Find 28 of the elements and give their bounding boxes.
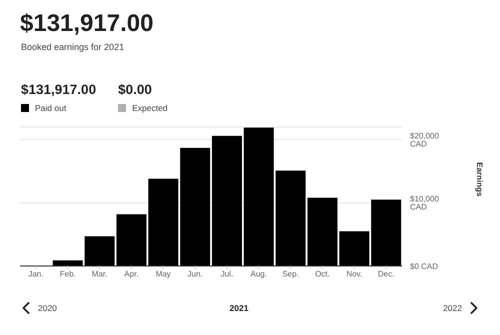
x-tick-label: Dec. [378,270,394,279]
y-axis-title: Earnings [475,162,484,198]
x-axis-title: 2021 [230,303,248,313]
legend-label: Expected [132,103,168,113]
bar [116,214,146,266]
text: $131,917.00 [21,82,96,97]
x-tick-label: Oct. [315,270,330,279]
bar [307,198,338,266]
chart-title: $131,917.00 [20,10,154,38]
legend-label: Paid out [35,103,66,113]
x-tick-label: Jul. [220,270,234,279]
y-tick-label: $20,000 CAD [410,131,440,148]
chart-subtitle: Booked earnings for 2021 [21,42,124,52]
x-tick-label: Jun. [188,270,203,279]
x-tick-label: Sep. [282,270,299,279]
x-tick-label: Feb. [60,270,76,279]
x-tick-label: May [156,270,171,279]
y-tick-label: $10,000 CAD [410,194,440,212]
y-tick-label: $0 CAD [410,262,438,271]
x-tick-label: Jan. [28,270,44,279]
text: 2022 [443,303,462,313]
x-tick-label: Apr. [124,270,139,279]
text: $0.00 [118,82,153,97]
bar [212,136,242,266]
text: 2020 [38,303,57,313]
x-tick-label: Aug. [250,270,267,279]
x-tick-label: Mar. [92,270,108,279]
x-tick-label: Nov. [346,270,362,279]
